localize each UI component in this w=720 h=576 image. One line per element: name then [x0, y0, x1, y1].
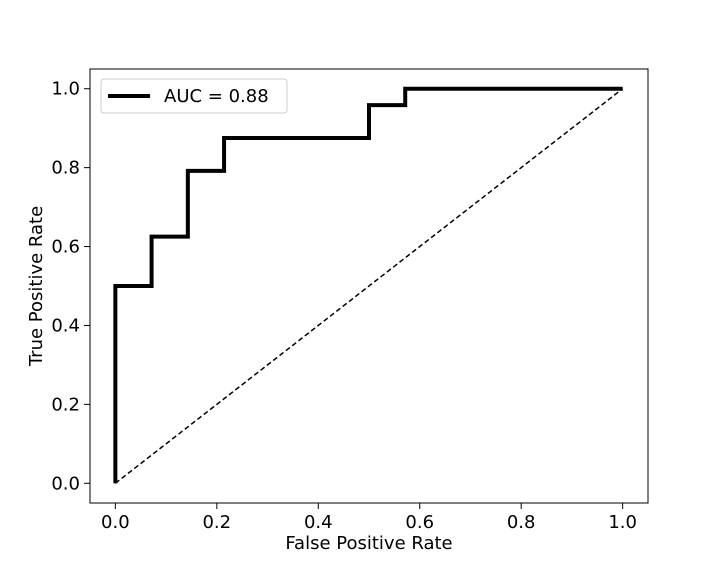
y-tick-label: 0.0 — [51, 473, 80, 494]
plot-area — [113, 86, 624, 484]
x-tick-label: 0.8 — [507, 512, 536, 533]
chance-diagonal-line — [114, 88, 624, 484]
legend-box — [100, 78, 288, 114]
x-tick-label: 0.6 — [405, 512, 434, 533]
x-tick-label: 0.4 — [304, 512, 333, 533]
x-axis-label: False Positive Rate — [285, 533, 452, 554]
x-tick-label: 1.0 — [608, 512, 637, 533]
legend-entry-label: AUC = 0.88 — [164, 86, 269, 107]
y-tick-label: 0.4 — [51, 315, 80, 336]
y-tick-label: 0.8 — [51, 158, 80, 179]
y-tick-label: 0.2 — [51, 394, 80, 415]
axes-frame — [89, 68, 649, 504]
legend: AUC = 0.88 — [100, 78, 288, 114]
roc-curve-line — [113, 86, 623, 484]
y-tick-label: 1.0 — [51, 79, 80, 100]
y-axis-label: True Positive Rate — [26, 206, 47, 367]
x-tick-label: 0.0 — [101, 512, 130, 533]
x-tick-label: 0.2 — [202, 512, 231, 533]
axes: 0.0 0.2 0.4 0.6 0.8 1.0 0.0 0.2 0.4 0.6 0.8 1.0 — [51, 68, 649, 533]
y-tick-label: 0.6 — [51, 237, 80, 258]
